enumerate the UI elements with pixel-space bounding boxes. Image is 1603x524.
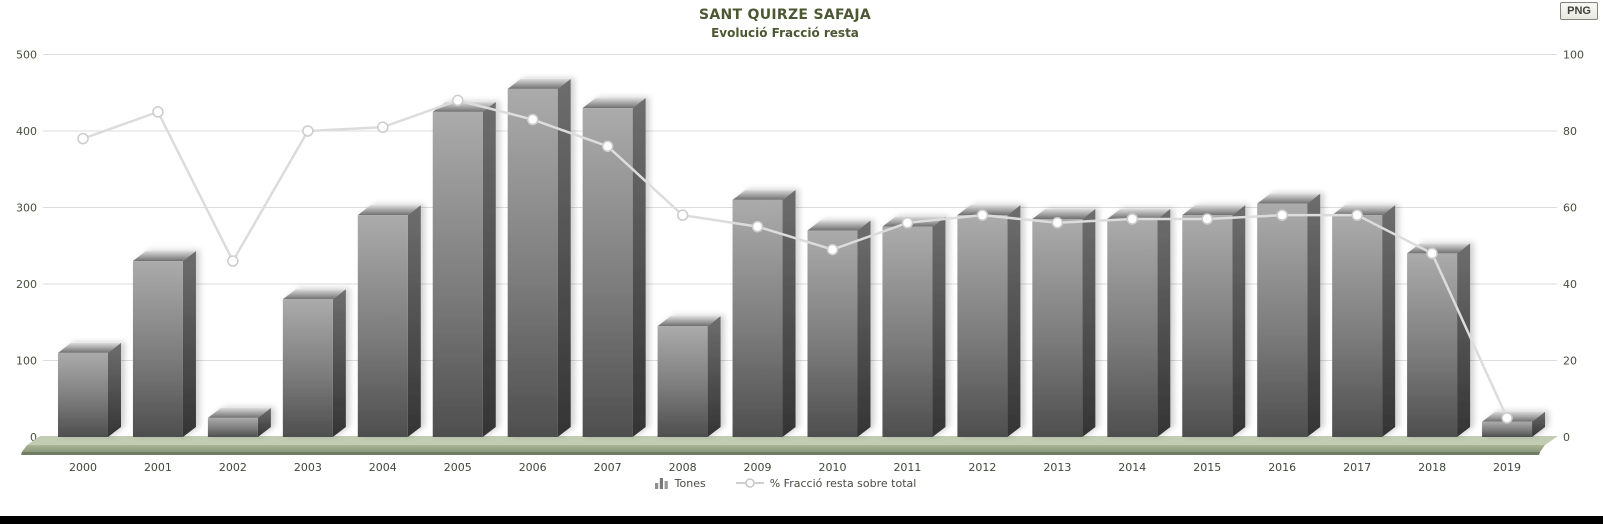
x-axis-label-2000: 2000 [69, 461, 97, 474]
line-marker-2003[interactable] [302, 125, 314, 137]
line-marker-2013[interactable] [1051, 217, 1064, 229]
line-marker-2016[interactable] [1276, 209, 1288, 221]
chart-legend: Tones % Fracció resta sobre total [0, 473, 1570, 493]
line-marker-2018[interactable] [1426, 247, 1438, 260]
right-axis-tick: 40 [1563, 278, 1577, 291]
chart-plot-area: 0 100 200 300 400 500 0 20 40 60 80 100 [16, 49, 1584, 475]
bar-2009[interactable] [732, 189, 796, 437]
left-axis-tick: 0 [30, 431, 37, 444]
right-axis-tick: 0 [1563, 431, 1570, 444]
x-axis-label-2012: 2012 [968, 461, 996, 474]
chart-title: SANT QUIRZE SAFAJA [698, 7, 872, 23]
bar-2000[interactable] [58, 342, 121, 437]
legend-label-tones: Tones [674, 476, 706, 490]
bar-2012[interactable] [957, 205, 1021, 437]
line-marker-2005[interactable] [452, 94, 464, 107]
line-marker-2002[interactable] [227, 255, 239, 267]
x-axis-label-2006: 2006 [519, 461, 547, 474]
legend-label-percent: % Fracció resta sobre total [769, 476, 917, 490]
line-marker-2001[interactable] [152, 106, 164, 118]
bar-2001[interactable] [132, 251, 196, 437]
right-axis-tick: 20 [1563, 355, 1577, 368]
floor-platform [21, 436, 1558, 455]
left-axis-tick: 200 [16, 278, 37, 291]
right-axis-tick: 60 [1563, 202, 1577, 215]
x-axis-label-2003: 2003 [294, 461, 322, 474]
x-axis-label-2013: 2013 [1043, 461, 1071, 474]
x-axis-label-2002: 2002 [219, 461, 247, 474]
bar-2016[interactable] [1257, 193, 1321, 437]
x-axis-label-2001: 2001 [144, 461, 172, 474]
line-marker-2009[interactable] [751, 220, 764, 233]
line-marker-2012[interactable] [976, 209, 989, 221]
line-marker-2007[interactable] [601, 140, 614, 153]
bar-2006[interactable] [507, 78, 571, 438]
left-axis-tick: 500 [16, 49, 37, 62]
x-axis-label-2018: 2018 [1418, 461, 1446, 474]
bar-2008[interactable] [657, 316, 721, 437]
line-marker-2014[interactable] [1126, 213, 1139, 225]
x-axis-label-2014: 2014 [1118, 461, 1146, 474]
x-axis-label-2007: 2007 [594, 461, 622, 474]
chart-subtitle: Evolució Fracció resta [711, 26, 859, 40]
line-marker-2008[interactable] [676, 209, 689, 221]
x-axis-label-2010: 2010 [819, 461, 847, 474]
left-axis-tick: 300 [16, 202, 37, 215]
footer-black-bar [0, 516, 1603, 524]
bar-2003[interactable] [282, 289, 346, 437]
x-axis-label-2011: 2011 [893, 461, 921, 474]
line-marker-2000[interactable] [77, 132, 89, 145]
bar-2014[interactable] [1107, 208, 1171, 437]
x-axis-label-2004: 2004 [369, 461, 397, 474]
line-marker-2015[interactable] [1201, 213, 1213, 225]
x-axis-label-2015: 2015 [1193, 461, 1221, 474]
bar-2018[interactable] [1407, 243, 1471, 437]
line-marker-2017[interactable] [1351, 209, 1363, 221]
left-axis-tick: 400 [16, 125, 37, 138]
export-png-button[interactable]: PNG [1560, 2, 1598, 20]
bar-2013[interactable] [1032, 208, 1096, 437]
bar-2017[interactable] [1332, 205, 1396, 437]
percent-line [82, 99, 1509, 419]
line-marker-2019[interactable] [1501, 412, 1513, 424]
left-axis-tick: 100 [16, 355, 37, 368]
x-axis-label-2005: 2005 [444, 461, 472, 474]
bar-2007[interactable] [582, 98, 646, 438]
line-marker-2006[interactable] [526, 113, 539, 126]
bar-2005[interactable] [432, 101, 496, 437]
x-axis-label-2019: 2019 [1493, 461, 1521, 474]
right-axis-tick: 100 [1563, 49, 1584, 62]
x-axis-label-2016: 2016 [1268, 461, 1296, 474]
line-series-icon [735, 478, 764, 488]
bar-series-icon [654, 478, 668, 489]
x-axis-label-2008: 2008 [669, 461, 697, 474]
legend-item-tones[interactable]: Tones [654, 476, 706, 490]
line-marker-2010[interactable] [826, 243, 839, 256]
bar-2019[interactable] [1482, 411, 1546, 437]
x-axis-label-2017: 2017 [1343, 461, 1371, 474]
x-axis-label-2009: 2009 [744, 461, 772, 474]
bar-2004[interactable] [357, 205, 421, 437]
right-axis-tick: 80 [1563, 125, 1577, 138]
legend-item-percent[interactable]: % Fracció resta sobre total [735, 476, 917, 490]
bar-2011[interactable] [882, 216, 946, 437]
bar-2010[interactable] [807, 220, 871, 437]
bar-2015[interactable] [1182, 205, 1246, 437]
line-marker-2004[interactable] [377, 121, 389, 133]
line-marker-2011[interactable] [901, 217, 914, 229]
bar-2002[interactable] [207, 407, 271, 437]
